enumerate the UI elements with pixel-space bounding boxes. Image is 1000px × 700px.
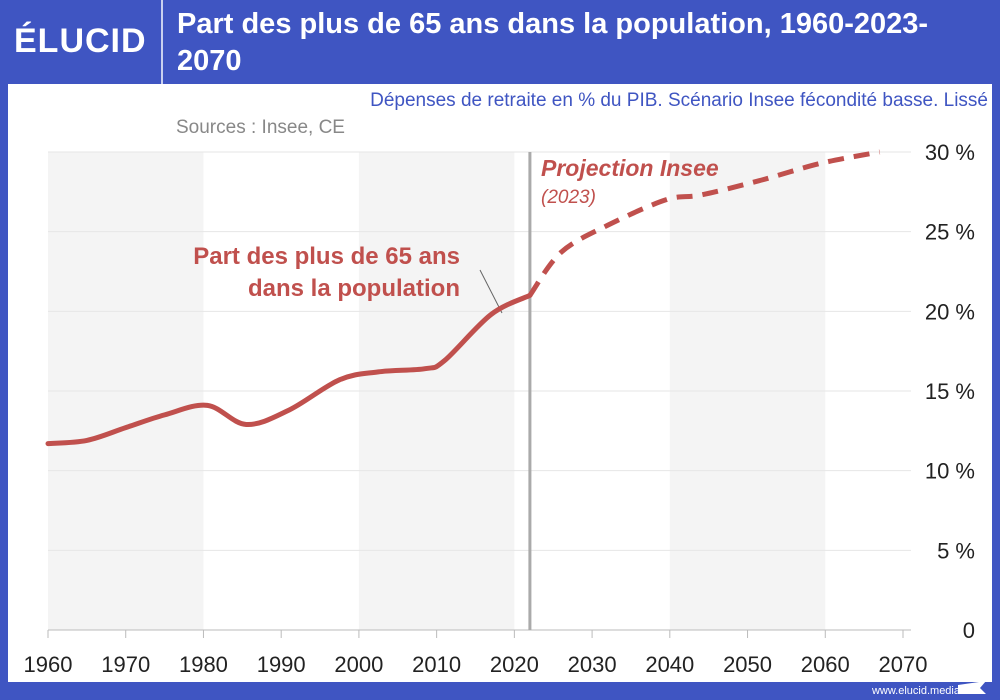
- y-tick-label: 20 %: [925, 299, 975, 324]
- x-tick-label: 2030: [568, 652, 617, 677]
- series-label-line1: Part des plus de 65 ans: [193, 243, 460, 270]
- elucid-logo: ÉLUCID: [14, 22, 147, 60]
- x-tick-label: 2050: [723, 652, 772, 677]
- header: ÉLUCID Part des plus de 65 ans dans la p…: [0, 0, 1000, 84]
- y-tick-label: 30 %: [925, 140, 975, 165]
- gridlines: [47, 151, 911, 638]
- header-divider: [161, 0, 163, 84]
- x-tick-label: 1970: [101, 652, 150, 677]
- series: [45, 149, 881, 447]
- x-tick-label: 2010: [412, 652, 461, 677]
- y-tick-label: 5 %: [937, 538, 975, 563]
- tick-labels: 0 5 % 10 % 15 % 20 % 25 % 30 % 1960 1970 1980 1990…: [24, 140, 975, 677]
- projection-year: (2023): [541, 187, 596, 208]
- chart-title: Part des plus de 65 ans dans la populati…: [177, 8, 929, 77]
- x-tick-label: 2000: [334, 652, 383, 677]
- x-tick-label: 2040: [645, 652, 694, 677]
- annotation-leader-line: [479, 269, 503, 314]
- footer-url[interactable]: www.elucid.media: [871, 685, 960, 697]
- chart-subtitle: Dépenses de retraite en % du PIB. Scénar…: [370, 90, 988, 111]
- series-line-projection: [527, 149, 881, 297]
- y-tick-label: 25 %: [925, 220, 975, 245]
- x-tick-label: 1980: [179, 652, 228, 677]
- y-tick-label: 10 %: [925, 459, 975, 484]
- x-tick-label: 2070: [879, 652, 928, 677]
- x-tick-label: 2020: [490, 652, 539, 677]
- chart-sources: Sources : Insee, CE: [176, 117, 345, 138]
- series-label-line2: dans la population: [248, 275, 460, 302]
- x-tick-label: 1960: [24, 652, 73, 677]
- x-tick-label: 2060: [801, 652, 850, 677]
- series-line-historical: [45, 292, 533, 447]
- x-tick-label: 1990: [257, 652, 306, 677]
- y-tick-label: 15 %: [925, 379, 975, 404]
- projection-label: Projection Insee: [541, 155, 719, 181]
- y-tick-label: 0: [963, 618, 975, 643]
- elucid-flag-icon: [958, 681, 986, 694]
